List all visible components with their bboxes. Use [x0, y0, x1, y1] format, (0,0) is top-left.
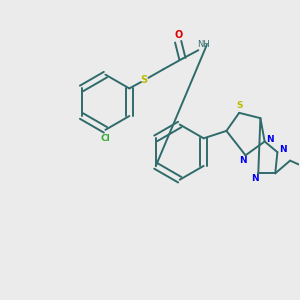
- Text: Cl: Cl: [100, 134, 110, 143]
- Text: N: N: [240, 156, 247, 165]
- Text: N: N: [279, 146, 286, 154]
- Text: NH: NH: [197, 40, 210, 50]
- Text: S: S: [236, 101, 242, 110]
- Text: S: S: [141, 75, 148, 85]
- Text: N: N: [251, 174, 259, 183]
- Text: O: O: [174, 30, 182, 40]
- Text: N: N: [266, 135, 274, 144]
